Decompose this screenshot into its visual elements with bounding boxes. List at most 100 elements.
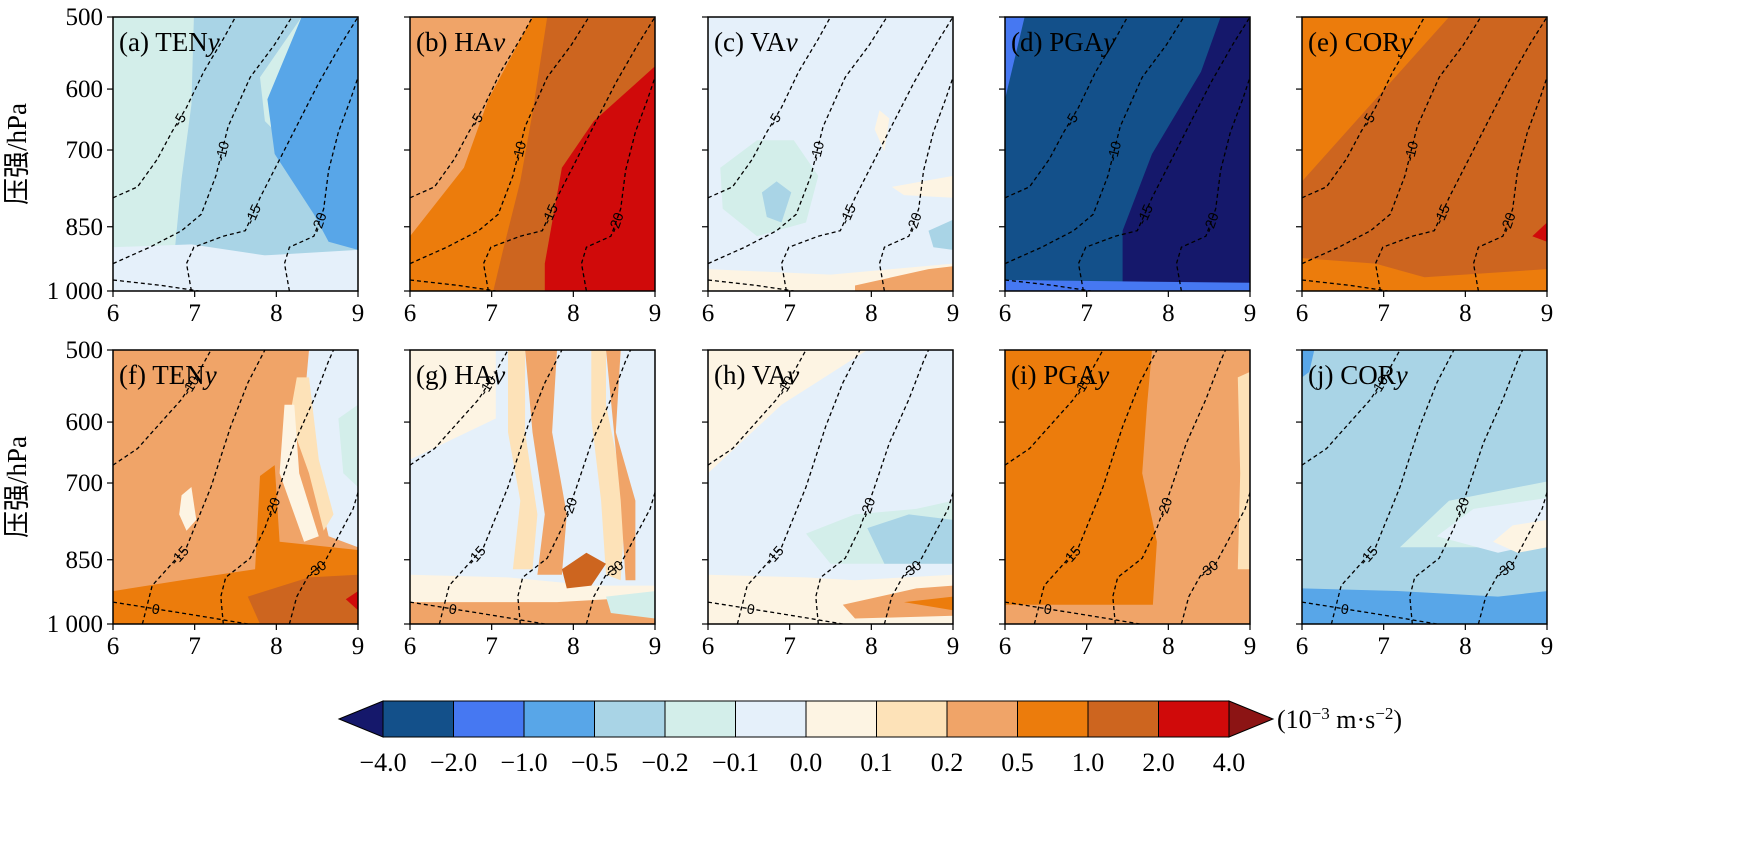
x-tick-label: 8 bbox=[567, 633, 580, 660]
colorbar-tick-label: 0.5 bbox=[1001, 748, 1034, 777]
contour-label: -20 bbox=[605, 210, 627, 235]
x-tick-label: 6 bbox=[404, 633, 417, 660]
fill-region bbox=[508, 350, 538, 570]
contour-line bbox=[1302, 350, 1401, 466]
colorbar-bin bbox=[805, 700, 877, 738]
panel-title: (h) VAv bbox=[714, 360, 799, 390]
fill-region bbox=[179, 487, 197, 531]
contour-line bbox=[1112, 350, 1227, 624]
fill-region bbox=[591, 350, 626, 581]
fill-region bbox=[1122, 17, 1250, 286]
contour-line bbox=[1005, 601, 1140, 624]
contour-label: -20 bbox=[1497, 210, 1519, 235]
contour-line bbox=[283, 77, 358, 291]
panel-g-fills bbox=[410, 350, 655, 624]
x-tick-label: 6 bbox=[702, 633, 715, 660]
contour-line bbox=[1033, 350, 1158, 624]
x-tick-label: 8 bbox=[865, 633, 878, 660]
y-tick-label: 700 bbox=[66, 470, 104, 497]
contour-label: -20 bbox=[308, 210, 330, 235]
contour-line bbox=[1302, 601, 1437, 624]
panel-frame bbox=[707, 349, 954, 625]
panel-frame bbox=[707, 16, 954, 292]
fill-region bbox=[1302, 17, 1449, 182]
x-tick-label: 9 bbox=[352, 633, 365, 660]
x-tick-label: 7 bbox=[1080, 633, 1093, 660]
contour-line bbox=[1005, 17, 1129, 199]
panel-e-fills bbox=[1302, 17, 1547, 291]
panel-b-contours: -5-10-15 -20 bbox=[410, 17, 655, 291]
panel-h: -10-15-20-300(h) VAv 6 7 8 9 bbox=[702, 349, 959, 660]
colorbar-bin bbox=[735, 700, 807, 738]
fill-region bbox=[904, 596, 953, 611]
y-tick-label: 500 bbox=[66, 337, 104, 364]
contour-label: -20 bbox=[856, 495, 878, 520]
contour-line bbox=[438, 350, 563, 624]
x-tick-label: 9 bbox=[1541, 300, 1554, 327]
panels-group: -5-10-15 -20 (a) TENy 6 7 8 9 500 600 700 850 1 000… bbox=[47, 4, 1554, 660]
contour-line bbox=[1302, 17, 1482, 265]
y-axis-title: 压强/hPa bbox=[2, 103, 32, 205]
fill-region bbox=[561, 552, 606, 589]
panel-b-fills bbox=[410, 17, 655, 291]
fill-region bbox=[1005, 280, 1250, 291]
x-tick-label: 7 bbox=[783, 300, 796, 327]
panel-title: (a) TENy bbox=[119, 27, 220, 57]
colorbar-tick-label: −0.5 bbox=[571, 748, 618, 777]
fill-region bbox=[1302, 350, 1315, 378]
colorbar-bin bbox=[1087, 700, 1159, 738]
fill-region bbox=[345, 591, 358, 611]
x-tick-label: 9 bbox=[1244, 300, 1257, 327]
contour-label: 0 bbox=[1340, 600, 1350, 617]
fill-region bbox=[708, 350, 868, 474]
contour-line bbox=[410, 601, 545, 624]
contour-line bbox=[815, 350, 930, 624]
contour-line bbox=[1180, 492, 1250, 624]
contour-line bbox=[410, 350, 509, 466]
panel-title: (b) HAv bbox=[416, 27, 505, 57]
y-tick-label: 1 000 bbox=[47, 611, 103, 638]
colorbar-bin bbox=[1017, 700, 1089, 738]
contour-line bbox=[580, 77, 655, 291]
contour-label: -15 bbox=[1430, 202, 1453, 227]
contour-label: -10 bbox=[1104, 139, 1124, 163]
contour-label: -10 bbox=[509, 139, 529, 163]
fill-region bbox=[267, 17, 358, 250]
x-tick-label: 9 bbox=[1244, 633, 1257, 660]
contour-line bbox=[708, 350, 807, 466]
y-tick-label: 850 bbox=[66, 547, 104, 574]
colorbar-tick-label: 2.0 bbox=[1142, 748, 1175, 777]
y-axis-title: 压强/hPa bbox=[2, 436, 32, 538]
fill-region bbox=[1237, 371, 1250, 570]
y-tick-label: 600 bbox=[66, 409, 104, 436]
panel-i-fills bbox=[1005, 350, 1250, 624]
fill-region bbox=[279, 404, 319, 542]
fill-region bbox=[338, 404, 358, 487]
contour-label: -20 bbox=[1450, 495, 1472, 520]
fill-region bbox=[1302, 588, 1547, 624]
panel-a-fills bbox=[113, 17, 358, 291]
fill-region bbox=[842, 585, 953, 619]
contour-line bbox=[288, 492, 358, 624]
y-tick-label: 600 bbox=[66, 76, 104, 103]
fill-region bbox=[1302, 258, 1547, 291]
x-tick-label: 7 bbox=[188, 633, 201, 660]
x-tick-label: 8 bbox=[1459, 300, 1472, 327]
panel-h-contours: -10-15-20-300 bbox=[708, 350, 953, 624]
contour-line bbox=[708, 279, 794, 291]
x-tick-label: 8 bbox=[1162, 633, 1175, 660]
panel-e-contours: -5-10-15 -20 bbox=[1302, 17, 1547, 291]
contour-line bbox=[410, 279, 496, 291]
fill-region bbox=[855, 266, 953, 291]
y-tick-label: 700 bbox=[66, 137, 104, 164]
contour-line bbox=[1477, 492, 1547, 624]
x-tick-label: 7 bbox=[783, 633, 796, 660]
contour-line bbox=[220, 350, 335, 624]
